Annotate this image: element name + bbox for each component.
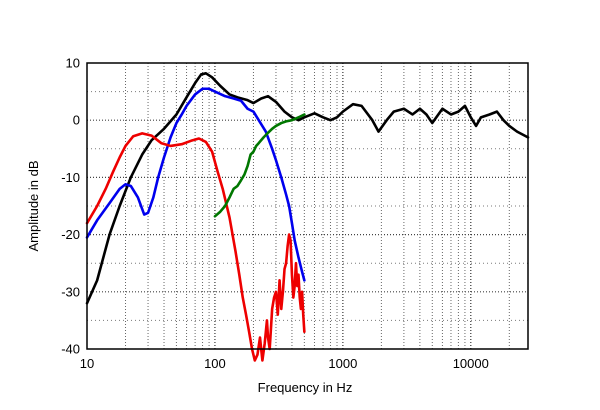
y-tick-label: -40: [61, 342, 80, 357]
x-tick-label: 100: [204, 356, 226, 371]
x-axis-title: Frequency in Hz: [258, 380, 353, 395]
x-tick-labels: 10 100 1000 10000: [80, 356, 489, 371]
y-tick-labels: 10 0 -10 -20 -30 -40: [61, 56, 80, 357]
y-axis-title: Amplitude in dB: [26, 160, 41, 251]
y-tick-label: -30: [61, 284, 80, 299]
plot-frame: [86, 62, 529, 350]
y-tick-label: 10: [66, 56, 80, 71]
series-line-3: [85, 132, 306, 362]
y-tick-label: -20: [61, 227, 80, 242]
y-tick-label: -10: [61, 170, 80, 185]
x-tick-label: 10000: [453, 356, 489, 371]
series-line-2: [85, 87, 306, 282]
series-line-1: [85, 72, 530, 305]
grid-layer: [87, 63, 528, 349]
y-tick-label: 0: [73, 113, 80, 128]
x-tick-label: 1000: [328, 356, 357, 371]
series-layer: [85, 72, 530, 362]
series-line-4: [213, 113, 306, 218]
x-tick-label: 10: [80, 356, 94, 371]
